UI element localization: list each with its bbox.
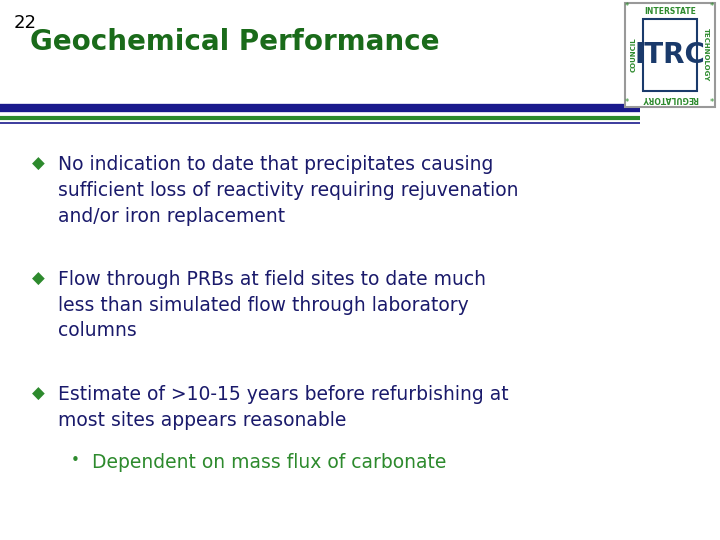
Bar [643,19,697,91]
Text: REGULATORY: REGULATORY [642,93,698,103]
Bar [625,3,715,107]
Text: Estimate of >10-15 years before refurbishing at
most sites appears reasonable: Estimate of >10-15 years before refurbis… [58,385,508,430]
Text: ITRC: ITRC [634,41,706,69]
Text: Geochemical Performance: Geochemical Performance [30,28,439,56]
Text: •: • [71,453,79,468]
Text: COUNCIL: COUNCIL [631,38,637,72]
Text: 22: 22 [14,14,37,32]
Text: Dependent on mass flux of carbonate: Dependent on mass flux of carbonate [92,453,446,472]
Text: ◆: ◆ [32,270,45,288]
Text: ◆: ◆ [32,385,45,403]
Text: *: * [625,98,629,107]
Text: *: * [710,98,714,107]
Text: *: * [710,3,714,11]
Text: Flow through PRBs at field sites to date much
less than simulated flow through l: Flow through PRBs at field sites to date… [58,270,486,341]
Text: No indication to date that precipitates causing
sufficient loss of reactivity re: No indication to date that precipitates … [58,155,518,226]
Text: TECHNOLOGY: TECHNOLOGY [703,29,709,82]
Text: *: * [625,3,629,11]
Text: ◆: ◆ [32,155,45,173]
Text: INTERSTATE: INTERSTATE [644,8,696,17]
